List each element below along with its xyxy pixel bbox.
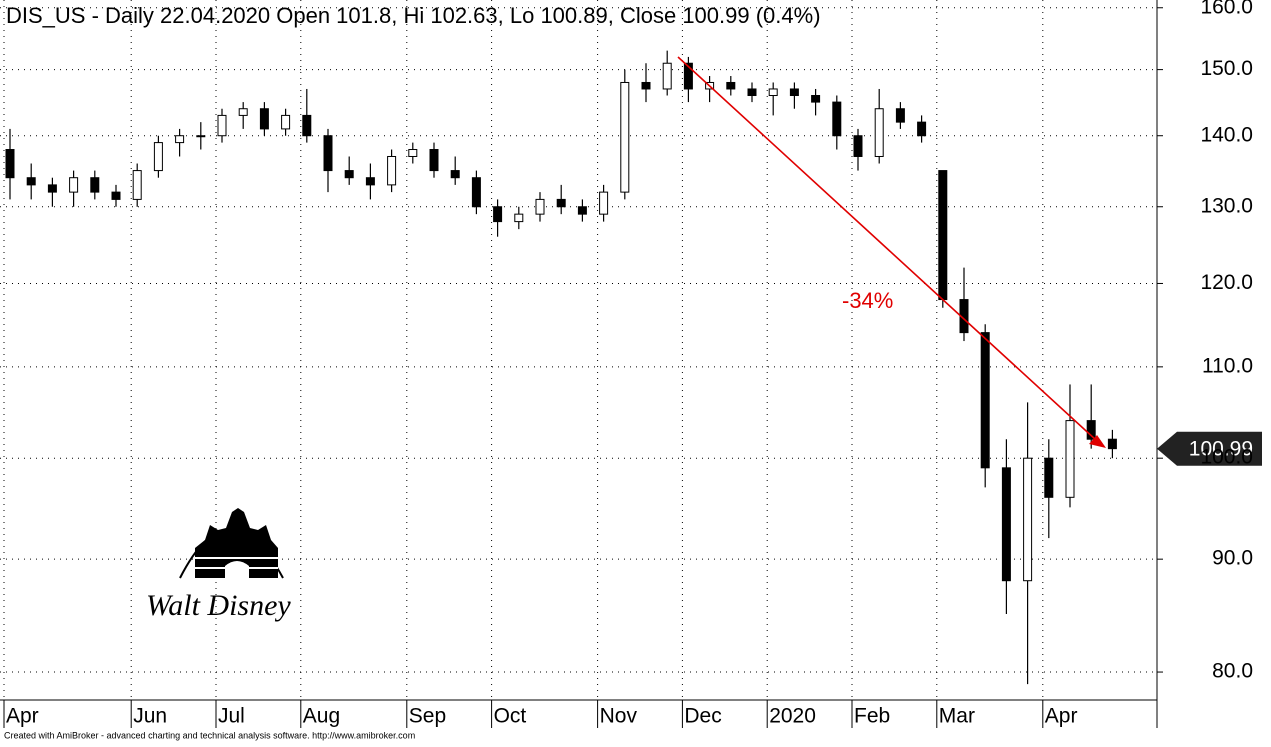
candle-body xyxy=(153,142,163,172)
y-tick-label: 130.0 xyxy=(1200,194,1253,217)
candle-body xyxy=(577,206,587,215)
candle-body xyxy=(1065,420,1075,498)
last-price-badge: 100.99 xyxy=(1157,431,1262,466)
candle-body xyxy=(175,135,185,144)
x-tick-label: Sep xyxy=(409,705,446,728)
candle-body xyxy=(1086,420,1096,440)
candle-body xyxy=(1107,438,1117,450)
candle-body xyxy=(259,108,269,130)
candle-body xyxy=(768,88,778,97)
y-tick-label: 160.0 xyxy=(1200,0,1253,18)
candle-body xyxy=(302,114,312,137)
y-tick-label: 80.0 xyxy=(1212,660,1253,683)
x-tick-label: Aug xyxy=(303,705,340,728)
annotation: -34% xyxy=(842,288,893,313)
x-tick-label: Jun xyxy=(133,705,167,728)
candle-body xyxy=(281,114,291,130)
y-tick-label: 150.0 xyxy=(1200,57,1253,80)
candle-body xyxy=(620,81,630,193)
candle-body xyxy=(874,108,884,157)
candle-body xyxy=(811,95,821,103)
candle-body xyxy=(938,170,948,301)
candle-body xyxy=(832,101,842,137)
candle-body xyxy=(90,177,100,193)
candle-body xyxy=(535,198,545,215)
candle-body xyxy=(599,191,609,215)
y-tick-label: 100.0 xyxy=(1200,446,1253,469)
y-tick-label: 120.0 xyxy=(1200,271,1253,294)
x-tick-label: Oct xyxy=(494,705,527,728)
candle-body xyxy=(556,198,566,208)
candle-body xyxy=(641,81,651,90)
candle-body xyxy=(493,206,503,223)
candle-body xyxy=(747,88,757,97)
candle-body xyxy=(26,177,36,186)
x-tick-label: Apr xyxy=(6,705,39,728)
disney-logo: Walt Disney xyxy=(146,508,291,622)
candle-body xyxy=(217,114,227,137)
grid xyxy=(0,0,1157,700)
x-tick-label: 2020 xyxy=(769,705,816,728)
x-tick-label: Dec xyxy=(684,705,721,728)
candle-body xyxy=(111,191,121,200)
badge-label: 100.99 xyxy=(1189,437,1253,460)
candle-body xyxy=(917,121,927,137)
candle-body xyxy=(895,108,905,123)
trend-arrow xyxy=(677,56,1097,441)
logo-text: Walt Disney xyxy=(146,589,291,622)
candle-body xyxy=(1023,457,1033,582)
candle-body xyxy=(196,135,206,138)
candle-body xyxy=(69,177,79,193)
candle-body xyxy=(980,332,990,469)
candle-body xyxy=(344,170,354,179)
trend-arrowhead xyxy=(1089,435,1106,448)
x-tick-label: Jul xyxy=(218,705,245,728)
candle-body xyxy=(789,88,799,97)
candle-body xyxy=(853,135,863,157)
candle-body xyxy=(450,170,460,179)
candle-body xyxy=(726,81,736,90)
candle-body xyxy=(365,177,375,186)
candle-body xyxy=(683,62,693,90)
candle-body xyxy=(47,184,57,193)
candles xyxy=(5,50,1117,685)
y-tick-label: 90.0 xyxy=(1212,547,1253,570)
chart-title: DIS_US - Daily 22.04.2020 Open 101.8, Hi… xyxy=(6,3,821,28)
candle-body xyxy=(408,149,418,157)
candle-body xyxy=(132,170,142,200)
badge-shape xyxy=(1157,431,1262,466)
y-tick-label: 110.0 xyxy=(1202,354,1253,377)
footer: Created with AmiBroker - advanced charti… xyxy=(4,730,415,740)
candle-body xyxy=(1001,467,1011,582)
candle-body xyxy=(5,149,15,179)
candle-body xyxy=(662,62,672,90)
candle-body xyxy=(471,177,481,208)
candle-body xyxy=(238,108,248,116)
candle-body xyxy=(387,155,397,186)
candle-body xyxy=(514,213,524,223)
y-tick-label: 140.0 xyxy=(1200,123,1253,146)
candle-body xyxy=(429,149,439,172)
candle-body xyxy=(323,135,333,172)
x-tick-label: Mar xyxy=(939,705,975,728)
candle-body xyxy=(1044,457,1054,498)
x-tick-label: Feb xyxy=(854,705,890,728)
x-tick-label: Nov xyxy=(600,705,638,728)
x-tick-label: Apr xyxy=(1045,705,1078,728)
